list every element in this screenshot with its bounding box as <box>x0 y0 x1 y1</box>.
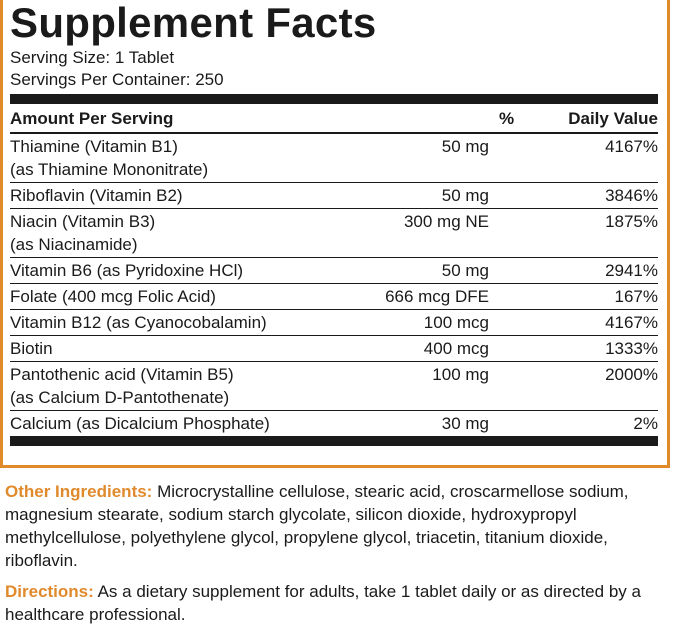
column-header: Amount Per Serving <box>10 109 174 128</box>
daily-value: 3846% <box>605 186 658 205</box>
nutrient-name: Thiamine (Vitamin B1) <box>10 137 178 156</box>
nutrient-cell: Biotin <box>10 337 339 360</box>
label: Directions: <box>5 582 94 601</box>
daily-value: 1333% <box>605 339 658 358</box>
table-row: Vitamin B12 (as Cyanocobalamin) 100 mcg 41… <box>10 310 658 336</box>
daily-value: 4167% <box>605 313 658 332</box>
directions: Directions: As a dietary supplement for … <box>5 580 665 626</box>
label: Other Ingredients: <box>5 482 153 501</box>
daily-value: 4167% <box>605 137 658 156</box>
table-row: Thiamine (Vitamin B1) (as Thiamine Mononi… <box>10 134 658 183</box>
amount: 50 mg <box>441 137 489 156</box>
nutrient-note: (as Calcium D-Pantothenate) <box>10 388 230 407</box>
amount: 400 mcg <box>423 339 489 358</box>
text: As a dietary supplement for adults, take… <box>5 582 641 624</box>
table-row: Vitamin B6 (as Pyridoxine HCl) 50 mg 2941% <box>10 258 658 284</box>
daily-value: 2941% <box>605 261 658 280</box>
nutrient-name: Riboflavin (Vitamin B2) <box>10 186 183 205</box>
text: Microcrystalline cellulose, stearic acid… <box>5 482 629 570</box>
facts-panel: Supplement Facts Serving Size: 1 Tablet … <box>0 0 670 468</box>
column-header: Daily Value <box>568 109 658 128</box>
table-row: Folate (400 mcg Folic Acid) 666 mcg DFE 16… <box>10 284 658 310</box>
title: Supplement Facts <box>10 0 377 46</box>
amount: 100 mcg <box>423 313 489 332</box>
nutrient-cell: Vitamin B12 (as Cyanocobalamin) <box>10 311 339 334</box>
nutrient-name: Calcium (as Dicalcium Phosphate) <box>10 414 270 433</box>
nutrient-cell: Niacin (Vitamin B3) (as Niacinamide) <box>10 210 339 256</box>
nutrient-cell: Riboflavin (Vitamin B2) <box>10 184 339 207</box>
servings-per-container: Servings Per Container: 250 <box>10 70 224 89</box>
amount: 100 mg <box>432 365 489 384</box>
amount: 300 mg NE <box>403 212 489 231</box>
table-row: Riboflavin (Vitamin B2) 50 mg 3846% <box>10 183 658 209</box>
spacer <box>339 107 489 130</box>
table-row: Pantothenic acid (Vitamin B5) (as Calcium… <box>10 362 658 411</box>
amount: 50 mg <box>441 186 489 205</box>
dv-header: % Daily Value <box>489 107 658 130</box>
nutrient-name: Folate (400 mcg Folic Acid) <box>10 287 216 306</box>
nutrient-note: (as Niacinamide) <box>10 235 138 254</box>
amount: 30 mg <box>441 414 489 433</box>
nutrient-cell: Folate (400 mcg Folic Acid) <box>10 285 339 308</box>
thick-rule <box>10 94 658 104</box>
table-row: Biotin 400 mcg 1333% <box>10 336 658 362</box>
amount: 666 mcg DFE <box>385 287 489 306</box>
nutrient-cell: Vitamin B6 (as Pyridoxine HCl) <box>10 259 339 282</box>
daily-value: 2000% <box>605 365 658 384</box>
daily-value: 1875% <box>605 212 658 231</box>
other-ingredients: Other Ingredients: Microcrystalline cell… <box>5 480 665 572</box>
nutrient-cell: Calcium (as Dicalcium Phosphate) <box>10 412 339 435</box>
nutrient-cell: Pantothenic acid (Vitamin B5) (as Calcium… <box>10 363 339 409</box>
table-row: Niacin (Vitamin B3) (as Niacinamide) 300 m… <box>10 209 658 258</box>
nutrient-name: Niacin (Vitamin B3) <box>10 212 156 231</box>
amount: 50 mg <box>441 261 489 280</box>
table-header: Amount Per Serving % Daily Value <box>10 104 658 134</box>
nutrient-name: Biotin <box>10 339 53 358</box>
facts-inner: Supplement Facts Serving Size: 1 Tablet … <box>3 0 667 446</box>
column-header: % <box>499 109 515 128</box>
facts-table: Amount Per Serving % Daily Value Thiamine… <box>10 104 658 436</box>
nutrient-note: (as Thiamine Mononitrate) <box>10 160 209 179</box>
nutrient-name: Vitamin B12 (as Cyanocobalamin) <box>10 313 267 332</box>
thick-rule <box>10 436 658 446</box>
nutrient-name: Vitamin B6 (as Pyridoxine HCl) <box>10 261 244 280</box>
serving-size: Serving Size: 1 Tablet <box>10 48 175 67</box>
nutrient-cell: Thiamine (Vitamin B1) (as Thiamine Mononi… <box>10 135 339 181</box>
table-row: Calcium (as Dicalcium Phosphate) 30 mg 2% <box>10 411 658 436</box>
nutrient-name: Pantothenic acid (Vitamin B5) <box>10 365 234 384</box>
daily-value: 2% <box>633 414 658 433</box>
daily-value: 167% <box>614 287 658 306</box>
